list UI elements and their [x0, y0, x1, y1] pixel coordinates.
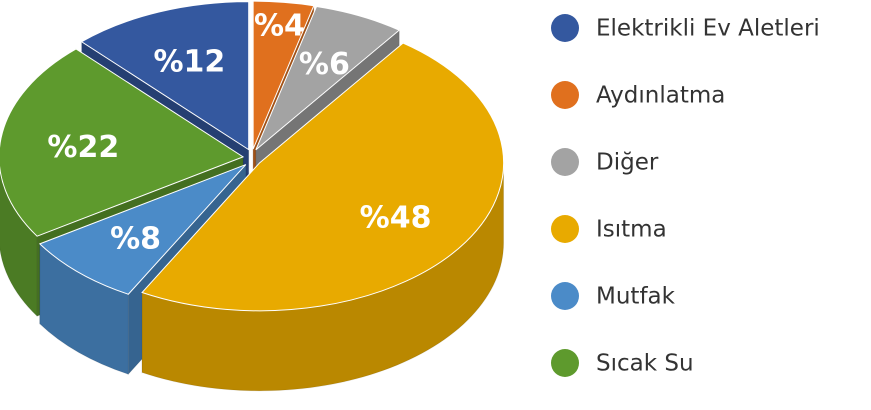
slice: [38, 164, 247, 295]
slice: [80, 1, 250, 151]
legend-label: Isıtma: [596, 217, 667, 243]
data-label: %6: [299, 47, 350, 82]
data-label: %22: [47, 130, 119, 165]
slice: [255, 5, 401, 151]
legend-label: Elektrikli Ev Aletleri: [596, 16, 820, 42]
data-label: %48: [360, 201, 432, 236]
legend-label: Diğer: [596, 150, 659, 176]
slice: [252, 0, 315, 150]
slice: [141, 42, 505, 312]
legend-marker: [551, 14, 579, 42]
data-label: %8: [110, 221, 161, 256]
legend-label: Sıcak Su: [596, 351, 694, 377]
slice: [0, 48, 245, 237]
legend-label: Aydınlatma: [596, 83, 725, 109]
legend-marker: [551, 215, 579, 243]
legend-marker: [551, 81, 579, 109]
legend-label: Mutfak: [596, 284, 676, 310]
legend-marker: [551, 349, 579, 377]
legend-marker: [551, 282, 579, 310]
data-label: %4: [254, 8, 305, 43]
legend-marker: [551, 148, 579, 176]
data-label: %12: [153, 44, 225, 79]
